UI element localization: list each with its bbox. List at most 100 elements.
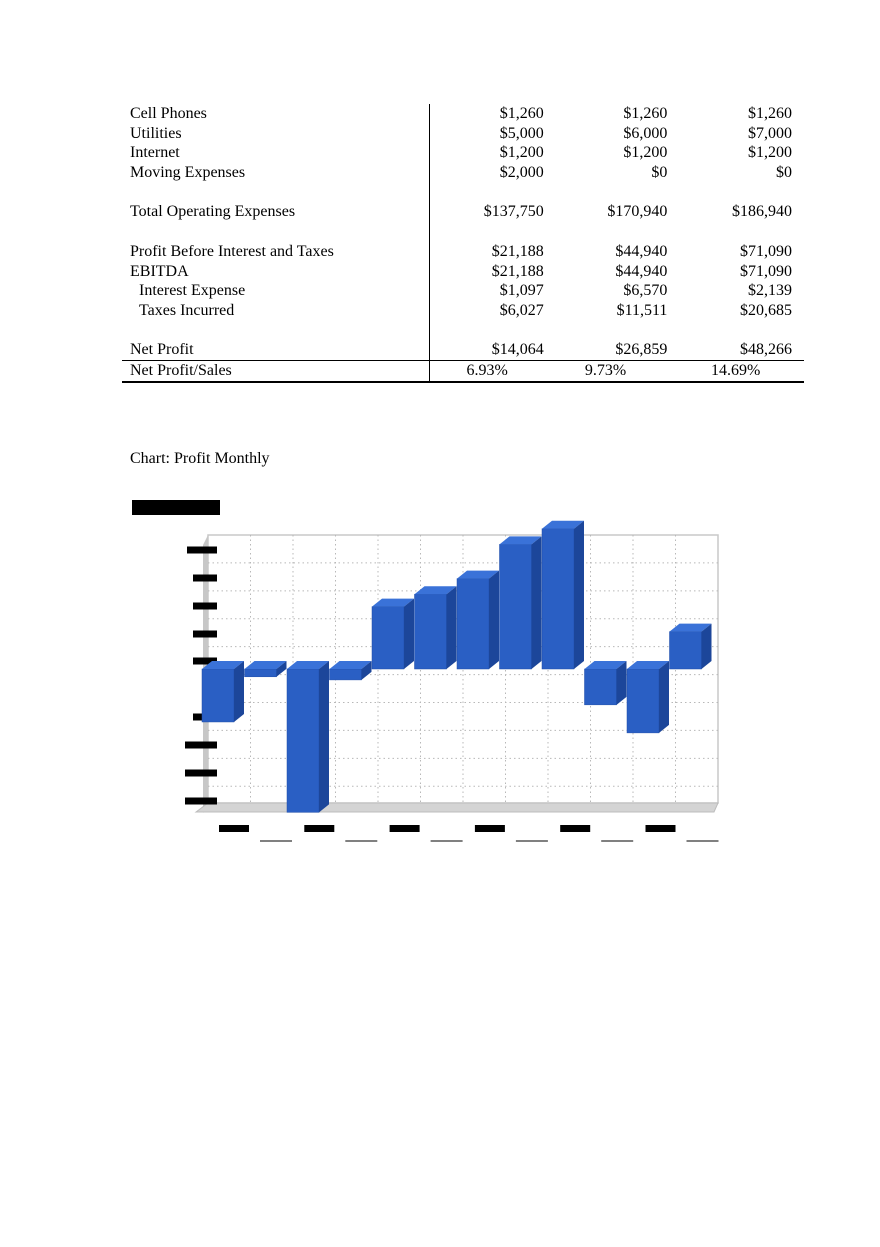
bar-side [361, 661, 372, 680]
bar-top [329, 661, 372, 669]
row-value: $1,260 [499, 105, 544, 122]
row-value: $44,940 [615, 262, 668, 280]
chart-bar [371, 598, 414, 670]
bar-side [616, 661, 627, 705]
bar-front [541, 528, 575, 670]
redacted-x-tick-label [560, 825, 591, 832]
bar-front [584, 668, 617, 706]
chart-bar [244, 661, 287, 678]
table-spacer-row [122, 182, 804, 203]
bar-side [531, 536, 542, 669]
bar-front [499, 544, 532, 670]
row-label: Taxes Incurred [122, 300, 431, 321]
chart-bar [669, 623, 712, 670]
chart-bar [626, 661, 669, 734]
table-row: Cell Phones $1,260 $1,260 $1,260 [122, 104, 804, 124]
redacted-x-tick-label [474, 825, 505, 832]
redacted-y-tick-label [193, 602, 217, 610]
table-row: Internet $1,200 $1,200 $1,200 [122, 143, 804, 163]
redacted-chart-title [132, 500, 220, 515]
row-label: Net Profit [122, 340, 431, 361]
bar-side [659, 661, 669, 733]
row-value: $71,090 [740, 262, 792, 280]
bar-front [201, 668, 235, 723]
table-row: Total Operating Expenses $137,750 $170,940… [122, 202, 804, 222]
table-row: EBITDA $21,188 $44,940 $71,090 [122, 261, 804, 282]
redacted-y-tick-label [193, 574, 217, 582]
chart-bar [329, 661, 372, 681]
bar-top [584, 661, 627, 669]
row-value: $170,940 [607, 203, 668, 221]
redacted-y-tick-label [187, 546, 217, 554]
bar-side [489, 570, 499, 669]
row-value: $1,200 [499, 144, 544, 162]
chart-bar [541, 520, 584, 670]
table-row: Interest Expense $1,097 $6,570 $2,139 [122, 281, 804, 301]
bar-front [371, 606, 405, 670]
bar-top [244, 661, 287, 669]
row-value: $71,090 [740, 242, 792, 260]
redacted-x-tick-label [219, 825, 249, 832]
bar-side [574, 520, 584, 669]
row-value: $0 [776, 163, 792, 181]
chart-bar [456, 570, 499, 670]
bar-side [404, 598, 414, 669]
financial-table: Cell Phones $1,260 $1,260 $1,260 Utilities $5… [122, 104, 804, 383]
redacted-x-tick-label [645, 825, 676, 832]
table-row: Taxes Incurred $6,027 $11,511 $20,685 [122, 300, 804, 321]
row-value: $2,139 [748, 282, 792, 300]
bar-front [669, 631, 702, 670]
table-row: Net Profit $14,064 $26,859 $48,266 [122, 340, 804, 361]
chart-caption: Chart: Profit Monthly [130, 450, 270, 467]
redacted-y-tick-label [185, 769, 217, 777]
row-value: $6,570 [623, 282, 668, 300]
row-label: Cell Phones [122, 104, 431, 124]
row-label: Net Profit/Sales [122, 360, 431, 383]
bar-front [414, 593, 447, 670]
redacted-y-tick-label [185, 741, 217, 749]
row-value: $1,097 [499, 282, 544, 300]
row-label: Utilities [122, 123, 431, 144]
bar-top [499, 536, 542, 545]
row-value: $1,200 [748, 144, 792, 162]
row-value: $1,260 [748, 105, 792, 122]
row-value: $2,000 [499, 163, 544, 181]
bar-top [414, 586, 457, 595]
row-label: Profit Before Interest and Taxes [122, 241, 431, 262]
bar-front [329, 668, 362, 681]
row-label: EBITDA [122, 261, 431, 282]
row-value: 6.93% [429, 360, 544, 383]
redacted-y-tick-label [193, 630, 217, 638]
bar-side [234, 661, 244, 722]
bar-top [372, 598, 414, 607]
row-value: $1,200 [623, 144, 668, 162]
chart-bar [201, 661, 244, 723]
row-value: $5,000 [499, 124, 544, 142]
row-value: $6,000 [623, 124, 668, 142]
bar-top [287, 661, 329, 669]
table-row: Net Profit/Sales 6.93% 9.73% 14.69% [122, 360, 804, 383]
row-value: $48,266 [667, 340, 804, 361]
row-value: $44,940 [615, 242, 668, 260]
row-value: $21,188 [491, 242, 544, 260]
row-value: $186,940 [732, 203, 792, 221]
redacted-x-tick-label [389, 825, 420, 832]
redacted-y-tick-label [193, 657, 217, 665]
bar-top [542, 520, 584, 529]
redacted-y-tick-label [185, 797, 217, 805]
chart-bar [584, 661, 627, 706]
row-value: $1,260 [623, 105, 668, 122]
bar-top [627, 661, 669, 669]
row-value: $6,027 [499, 301, 544, 319]
table-spacer-row [122, 221, 804, 242]
row-value: $137,750 [483, 203, 544, 221]
row-label: Total Operating Expenses [122, 202, 431, 222]
row-value: $7,000 [748, 124, 792, 142]
row-label: Moving Expenses [122, 162, 431, 183]
row-value: $0 [651, 163, 668, 181]
bar-front [244, 668, 277, 678]
chart-bar [499, 536, 542, 670]
row-value: 14.69% [667, 360, 804, 383]
bar-front [286, 668, 320, 813]
